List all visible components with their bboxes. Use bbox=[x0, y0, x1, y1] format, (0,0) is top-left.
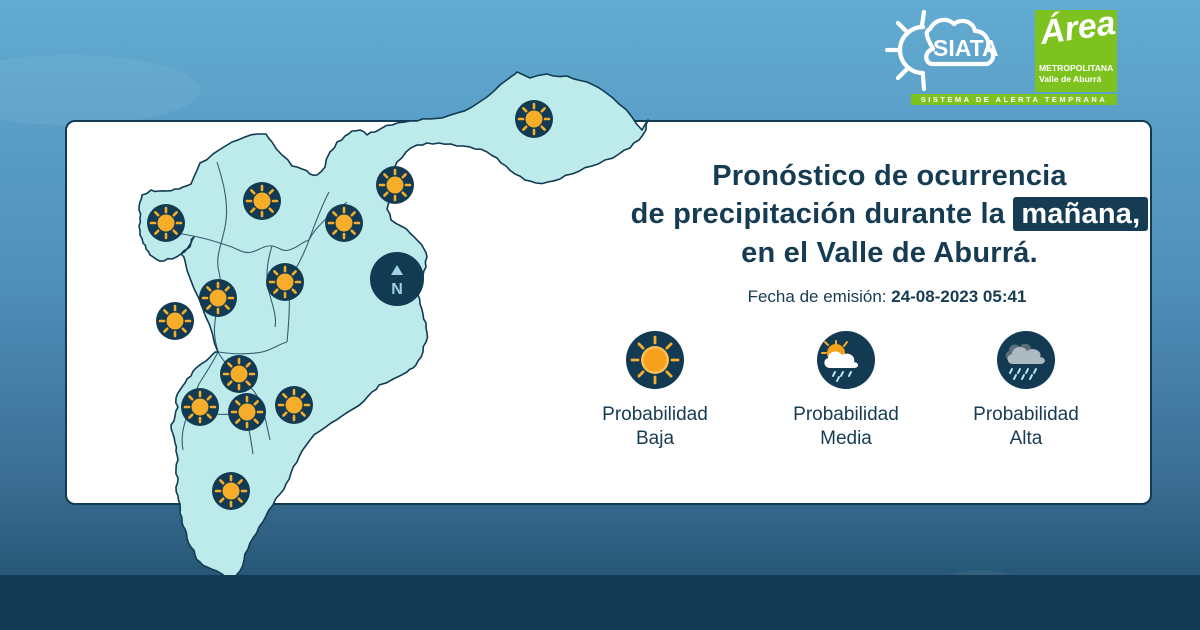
svg-text:SIATA: SIATA bbox=[933, 35, 999, 61]
svg-text:N: N bbox=[391, 281, 403, 298]
